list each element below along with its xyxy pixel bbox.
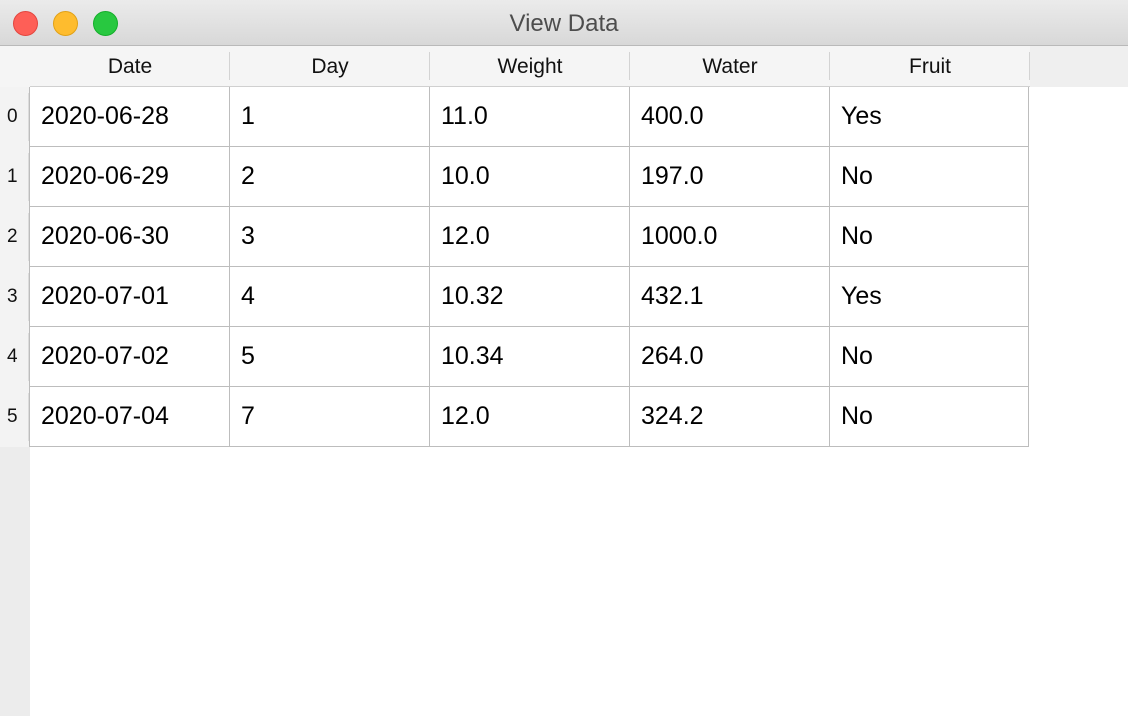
table-row: 2020-06-30 3 12.0 1000.0 No [30, 207, 1029, 267]
cell-day[interactable]: 5 [230, 327, 430, 387]
table-row: 2020-07-01 4 10.32 432.1 Yes [30, 267, 1029, 327]
data-table[interactable]: Date Day Weight Water Fruit 0 1 2 3 4 5 … [0, 46, 1128, 716]
cell-date[interactable]: 2020-07-01 [30, 267, 230, 327]
minimize-window-button[interactable] [53, 11, 78, 36]
table-row: 2020-07-02 5 10.34 264.0 No [30, 327, 1029, 387]
column-header-water[interactable]: Water [630, 46, 830, 87]
cell-water[interactable]: 324.2 [630, 387, 830, 447]
cell-weight[interactable]: 12.0 [430, 387, 630, 447]
cell-weight[interactable]: 10.0 [430, 147, 630, 207]
cell-date[interactable]: 2020-06-29 [30, 147, 230, 207]
cell-weight[interactable]: 11.0 [430, 87, 630, 147]
row-header[interactable]: 0 [0, 87, 30, 147]
cell-fruit[interactable]: No [830, 387, 1029, 447]
cell-water[interactable]: 400.0 [630, 87, 830, 147]
cell-weight[interactable]: 10.34 [430, 327, 630, 387]
cell-date[interactable]: 2020-06-30 [30, 207, 230, 267]
cell-day[interactable]: 3 [230, 207, 430, 267]
cell-weight[interactable]: 10.32 [430, 267, 630, 327]
cell-water[interactable]: 432.1 [630, 267, 830, 327]
row-header[interactable]: 2 [0, 207, 30, 267]
column-header-day[interactable]: Day [230, 46, 430, 87]
cell-date[interactable]: 2020-07-02 [30, 327, 230, 387]
zoom-window-button[interactable] [93, 11, 118, 36]
close-window-button[interactable] [13, 11, 38, 36]
cell-fruit[interactable]: No [830, 207, 1029, 267]
row-header[interactable]: 3 [0, 267, 30, 327]
table-row: 2020-07-04 7 12.0 324.2 No [30, 387, 1029, 447]
column-header-fruit[interactable]: Fruit [830, 46, 1030, 87]
cell-fruit[interactable]: Yes [830, 87, 1029, 147]
cell-fruit[interactable]: No [830, 147, 1029, 207]
window-title: View Data [509, 10, 619, 37]
table-row: 2020-06-28 1 11.0 400.0 Yes [30, 87, 1029, 147]
cell-date[interactable]: 2020-07-04 [30, 387, 230, 447]
table-grid: 2020-06-28 1 11.0 400.0 Yes 2020-06-29 2… [29, 87, 1029, 447]
row-header[interactable]: 5 [0, 387, 30, 447]
table-corner-button[interactable] [0, 46, 30, 87]
cell-day[interactable]: 4 [230, 267, 430, 327]
cell-day[interactable]: 1 [230, 87, 430, 147]
column-header-weight[interactable]: Weight [430, 46, 630, 87]
title-bar[interactable]: View Data [0, 0, 1128, 46]
row-header[interactable]: 4 [0, 327, 30, 387]
cell-date[interactable]: 2020-06-28 [30, 87, 230, 147]
row-header[interactable]: 1 [0, 147, 30, 207]
cell-water[interactable]: 1000.0 [630, 207, 830, 267]
table-row: 2020-06-29 2 10.0 197.0 No [30, 147, 1029, 207]
cell-water[interactable]: 264.0 [630, 327, 830, 387]
cell-water[interactable]: 197.0 [630, 147, 830, 207]
cell-day[interactable]: 7 [230, 387, 430, 447]
cell-fruit[interactable]: Yes [830, 267, 1029, 327]
column-header-date[interactable]: Date [30, 46, 230, 87]
cell-weight[interactable]: 12.0 [430, 207, 630, 267]
cell-day[interactable]: 2 [230, 147, 430, 207]
cell-fruit[interactable]: No [830, 327, 1029, 387]
